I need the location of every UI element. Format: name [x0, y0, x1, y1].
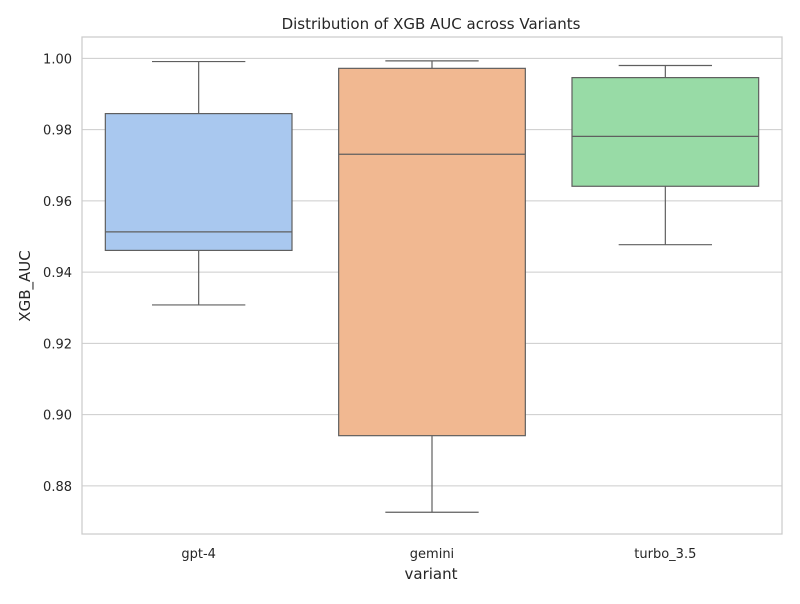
box-gemini [338, 60, 526, 513]
iqr-box [571, 77, 760, 187]
y-tick-label: 0.90 [43, 409, 72, 424]
box-gpt-4 [104, 60, 293, 306]
y-tick-label: 0.98 [43, 124, 72, 139]
box-turbo_3.5 [571, 64, 760, 246]
chart-title: Distribution of XGB AUC across Variants [282, 15, 581, 33]
x-tick-label: gemini [410, 547, 454, 562]
x-axis-label: variant [405, 565, 458, 583]
y-tick-label: 0.88 [43, 480, 72, 495]
plot-frame [81, 36, 783, 535]
y-tick-label: 0.92 [43, 337, 72, 352]
y-tick-label: 1.00 [43, 52, 72, 67]
y-axis-label: XGB_AUC [16, 250, 35, 321]
x-tick-label: gpt-4 [181, 547, 216, 562]
iqr-box [338, 67, 526, 437]
y-tick-label: 0.96 [43, 195, 72, 210]
boxes [104, 60, 760, 513]
x-tick-labels: gpt-4 gemini turbo_3.5 [181, 547, 696, 562]
x-tick-label: turbo_3.5 [634, 547, 696, 562]
iqr-box [104, 112, 293, 252]
y-tick-label: 0.94 [43, 266, 72, 281]
y-tick-labels: 0.88 0.90 0.92 0.94 0.96 0.98 1.00 [43, 52, 72, 495]
